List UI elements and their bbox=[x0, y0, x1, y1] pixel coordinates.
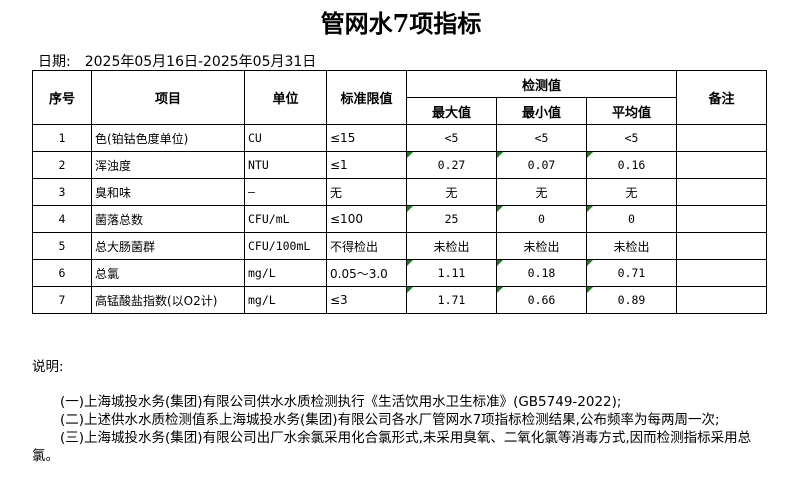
note-item: (二)上述供水水质检测值系上海城投水务(集团)有限公司各水厂管网水7项指标检测结… bbox=[60, 412, 720, 428]
table-row: 3 臭和味 — 无无无无 bbox=[32, 178, 767, 206]
cell-max: <5 bbox=[406, 124, 497, 152]
header-measured: 检测值 bbox=[406, 70, 677, 98]
cell-min: 无 bbox=[496, 178, 587, 206]
cell-remark bbox=[676, 151, 767, 179]
cell-unit: CFU/mL bbox=[244, 205, 327, 233]
cell-remark bbox=[676, 205, 767, 233]
cell-unit: mg/L bbox=[244, 286, 327, 314]
cell-limit: 0.05～3.0 bbox=[326, 259, 407, 287]
header-avg: 平均值 bbox=[586, 97, 677, 125]
note-item: (三)上海城投水务(集团)有限公司出厂水余氯采用化合氯形式,未采用臭氧、二氧化氯… bbox=[32, 430, 752, 464]
header-unit: 单位 bbox=[244, 70, 327, 125]
cell-seq: 4 bbox=[32, 205, 92, 233]
cell-seq: 1 bbox=[32, 124, 92, 152]
cell-unit: mg/L bbox=[244, 259, 327, 287]
header-min: 最小值 bbox=[496, 97, 587, 125]
cell-limit: ≤3 bbox=[326, 286, 407, 314]
cell-max: 1.71 bbox=[406, 286, 497, 314]
cell-unit: — bbox=[244, 178, 327, 206]
cell-max: 25 bbox=[406, 205, 497, 233]
cell-seq: 2 bbox=[32, 151, 92, 179]
cell-limit: 无 bbox=[326, 178, 407, 206]
cell-avg: 0 bbox=[586, 205, 677, 233]
table-row: 6 总氯 mg/L 0.05～3.0 1.11 0.18 0.71 bbox=[32, 259, 767, 287]
cell-item: 总氯 bbox=[91, 259, 245, 287]
cell-avg: <5 bbox=[586, 124, 677, 152]
cell-avg: 未检出 bbox=[586, 232, 677, 260]
table-row: 4 菌落总数 CFU/mL ≤100 25 0 0 bbox=[32, 205, 767, 233]
cell-seq: 6 bbox=[32, 259, 92, 287]
cell-limit: ≤1 bbox=[326, 151, 407, 179]
header-item: 项目 bbox=[91, 70, 245, 125]
cell-max: 1.11 bbox=[406, 259, 497, 287]
cell-remark bbox=[676, 232, 767, 260]
cell-remark bbox=[676, 286, 767, 314]
cell-unit: CFU/100mL bbox=[244, 232, 327, 260]
table-row: 7 高锰酸盐指数(以O2计) mg/L ≤3 1.71 0.66 0.89 bbox=[32, 286, 767, 314]
cell-limit: 不得检出 bbox=[326, 232, 407, 260]
cell-item: 高锰酸盐指数(以O2计) bbox=[91, 286, 245, 314]
cell-seq: 5 bbox=[32, 232, 92, 260]
cell-remark bbox=[676, 259, 767, 287]
cell-item: 总大肠菌群 bbox=[91, 232, 245, 260]
cell-limit: ≤100 bbox=[326, 205, 407, 233]
cell-item: 色(铂钴色度单位) bbox=[91, 124, 245, 152]
cell-avg: 无 bbox=[586, 178, 677, 206]
cell-max: 无 bbox=[406, 178, 497, 206]
cell-max: 0.27 bbox=[406, 151, 497, 179]
notes: 说明: (一)上海城投水务(集团)有限公司供水水质检测执行《生活饮用水卫生标准》… bbox=[32, 358, 768, 465]
header-seq: 序号 bbox=[32, 70, 92, 125]
cell-min: 0.66 bbox=[496, 286, 587, 314]
page-title: 管网水7项指标 bbox=[320, 9, 482, 38]
cell-item: 浑浊度 bbox=[91, 151, 245, 179]
cell-avg: 0.89 bbox=[586, 286, 677, 314]
cell-max: 未检出 bbox=[406, 232, 497, 260]
table-row: 5 总大肠菌群 CFU/100mL 不得检出 未检出 未检出 未检出 bbox=[32, 232, 767, 260]
cell-avg: 0.71 bbox=[586, 259, 677, 287]
cell-min: 0 bbox=[496, 205, 587, 233]
date-label: 日期: bbox=[38, 54, 71, 70]
table-row: 2 浑浊度 NTU ≤1 0.27 0.07 0.16 bbox=[32, 151, 767, 179]
note-item: (一)上海城投水务(集团)有限公司供水水质检测执行《生活饮用水卫生标准》(GB5… bbox=[60, 394, 622, 410]
header-max: 最大值 bbox=[406, 97, 497, 125]
cell-min: 0.18 bbox=[496, 259, 587, 287]
notes-label: 说明: bbox=[32, 359, 64, 375]
cell-min: 未检出 bbox=[496, 232, 587, 260]
cell-remark bbox=[676, 178, 767, 206]
cell-min: <5 bbox=[496, 124, 587, 152]
cell-min: 0.07 bbox=[496, 151, 587, 179]
cell-seq: 7 bbox=[32, 286, 92, 314]
header-remark: 备注 bbox=[676, 70, 767, 125]
cell-item: 臭和味 bbox=[91, 178, 245, 206]
cell-unit: NTU bbox=[244, 151, 327, 179]
cell-remark bbox=[676, 124, 767, 152]
cell-avg: 0.16 bbox=[586, 151, 677, 179]
date-range: 日期: 2025年05月16日-2025年05月31日 bbox=[38, 51, 330, 71]
water-quality-table: 序号 项目 单位 标准限值 检测值 备注 最大值 最小值 平均值 1 色(铂钴色度… bbox=[32, 70, 767, 314]
header-limit: 标准限值 bbox=[326, 70, 407, 125]
cell-limit: ≤15 bbox=[326, 124, 407, 152]
date-value: 2025年05月16日-2025年05月31日 bbox=[84, 54, 317, 70]
cell-seq: 3 bbox=[32, 178, 92, 206]
cell-item: 菌落总数 bbox=[91, 205, 245, 233]
table-row: 1 色(铂钴色度单位) CU ≤15 <5 <5 <5 bbox=[32, 124, 767, 152]
cell-unit: CU bbox=[244, 124, 327, 152]
